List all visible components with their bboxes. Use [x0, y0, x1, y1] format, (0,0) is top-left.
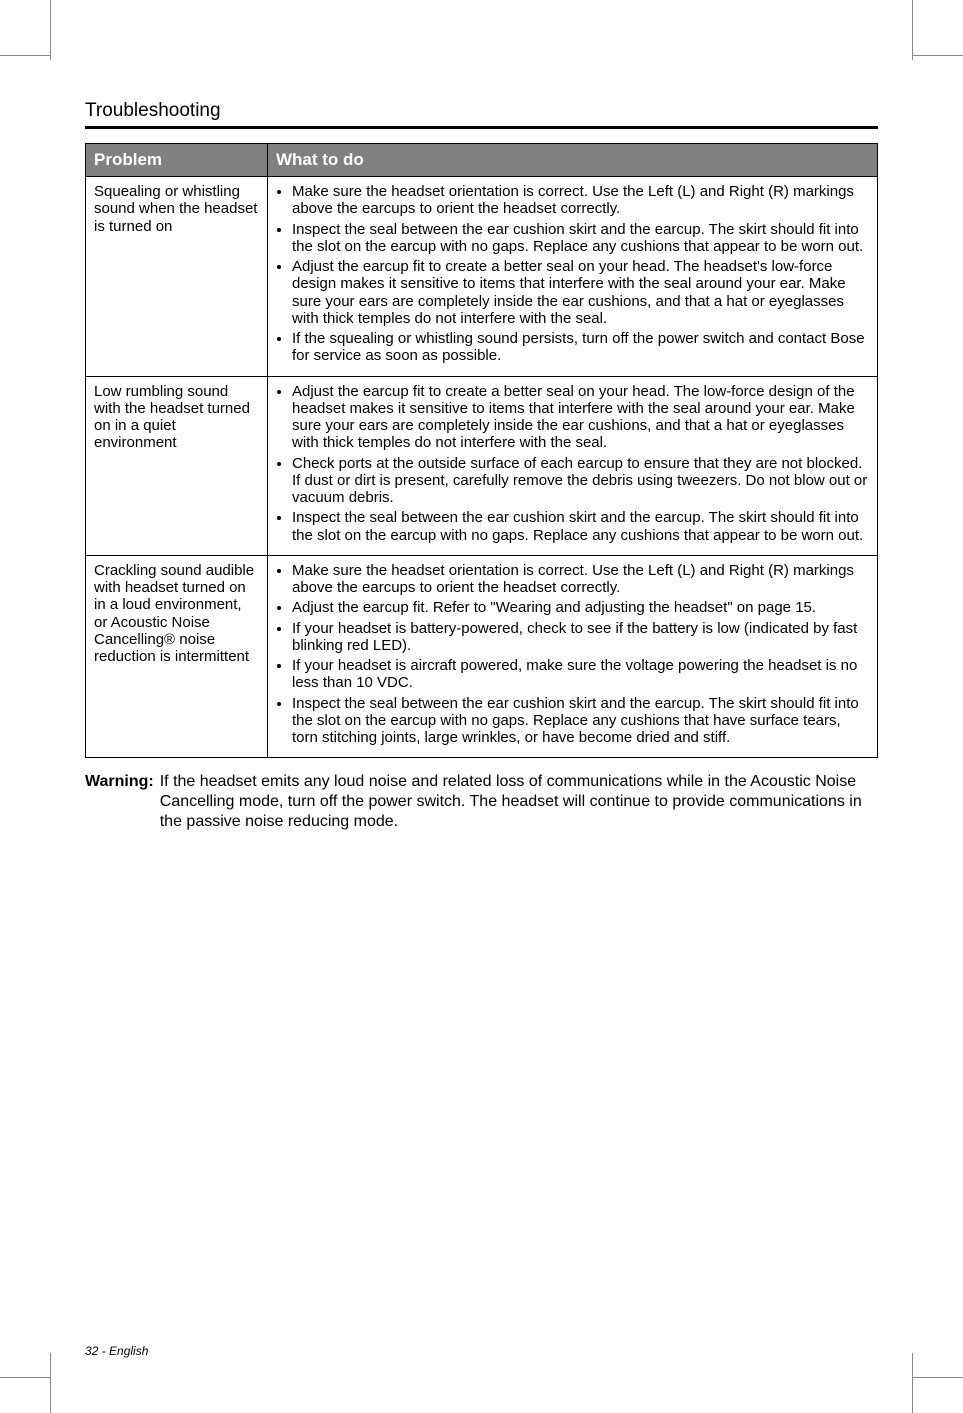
th-problem: Problem — [86, 144, 268, 177]
table-row: Squealing or whistling sound when the he… — [86, 177, 878, 377]
bullet: Inspect the seal between the ear cushion… — [292, 695, 869, 747]
table-row: Crackling sound audible with headset tur… — [86, 555, 878, 758]
warning-label: Warning: — [85, 772, 160, 792]
problem-cell: Squealing or whistling sound when the he… — [86, 177, 268, 377]
bullet: Make sure the headset orientation is cor… — [292, 562, 869, 597]
whattodo-cell: Make sure the headset orientation is cor… — [268, 555, 878, 758]
problem-cell: Low rumbling sound with the headset turn… — [86, 376, 268, 555]
bullet: If the squealing or whistling sound pers… — [292, 330, 869, 365]
crop-mark — [0, 1377, 50, 1378]
bullet-list: Make sure the headset orientation is cor… — [276, 562, 869, 747]
bullet: Inspect the seal between the ear cushion… — [292, 509, 869, 544]
page: Troubleshooting Problem What to do Squea… — [0, 0, 963, 1413]
bullet: If your headset is aircraft powered, mak… — [292, 657, 869, 692]
crop-mark — [912, 1353, 913, 1413]
bullet: Adjust the earcup fit to create a better… — [292, 258, 869, 327]
crop-mark — [50, 0, 51, 60]
warning-block: Warning: If the headset emits any loud n… — [85, 772, 878, 832]
bullet: If your headset is battery-powered, chec… — [292, 620, 869, 655]
troubleshooting-table: Problem What to do Squealing or whistlin… — [85, 143, 878, 758]
warning-text: If the headset emits any loud noise and … — [160, 772, 878, 832]
crop-mark — [913, 55, 963, 56]
bullet: Check ports at the outside surface of ea… — [292, 455, 869, 507]
crop-mark — [50, 1353, 51, 1413]
section-title: Troubleshooting — [85, 100, 878, 122]
bullet-list: Make sure the headset orientation is cor… — [276, 183, 869, 365]
bullet-list: Adjust the earcup fit to create a better… — [276, 383, 869, 544]
crop-mark — [912, 0, 913, 60]
th-what-to-do: What to do — [268, 144, 878, 177]
problem-cell: Crackling sound audible with headset tur… — [86, 555, 268, 758]
crop-mark — [0, 55, 50, 56]
bullet: Adjust the earcup fit to create a better… — [292, 383, 869, 452]
whattodo-cell: Adjust the earcup fit to create a better… — [268, 376, 878, 555]
whattodo-cell: Make sure the headset orientation is cor… — [268, 177, 878, 377]
crop-mark — [913, 1377, 963, 1378]
bullet: Adjust the earcup fit. Refer to "Wearing… — [292, 599, 869, 616]
page-footer: 32 - English — [85, 1344, 148, 1358]
bullet: Inspect the seal between the ear cushion… — [292, 221, 869, 256]
table-row: Low rumbling sound with the headset turn… — [86, 376, 878, 555]
bullet: Make sure the headset orientation is cor… — [292, 183, 869, 218]
title-rule — [85, 126, 878, 129]
